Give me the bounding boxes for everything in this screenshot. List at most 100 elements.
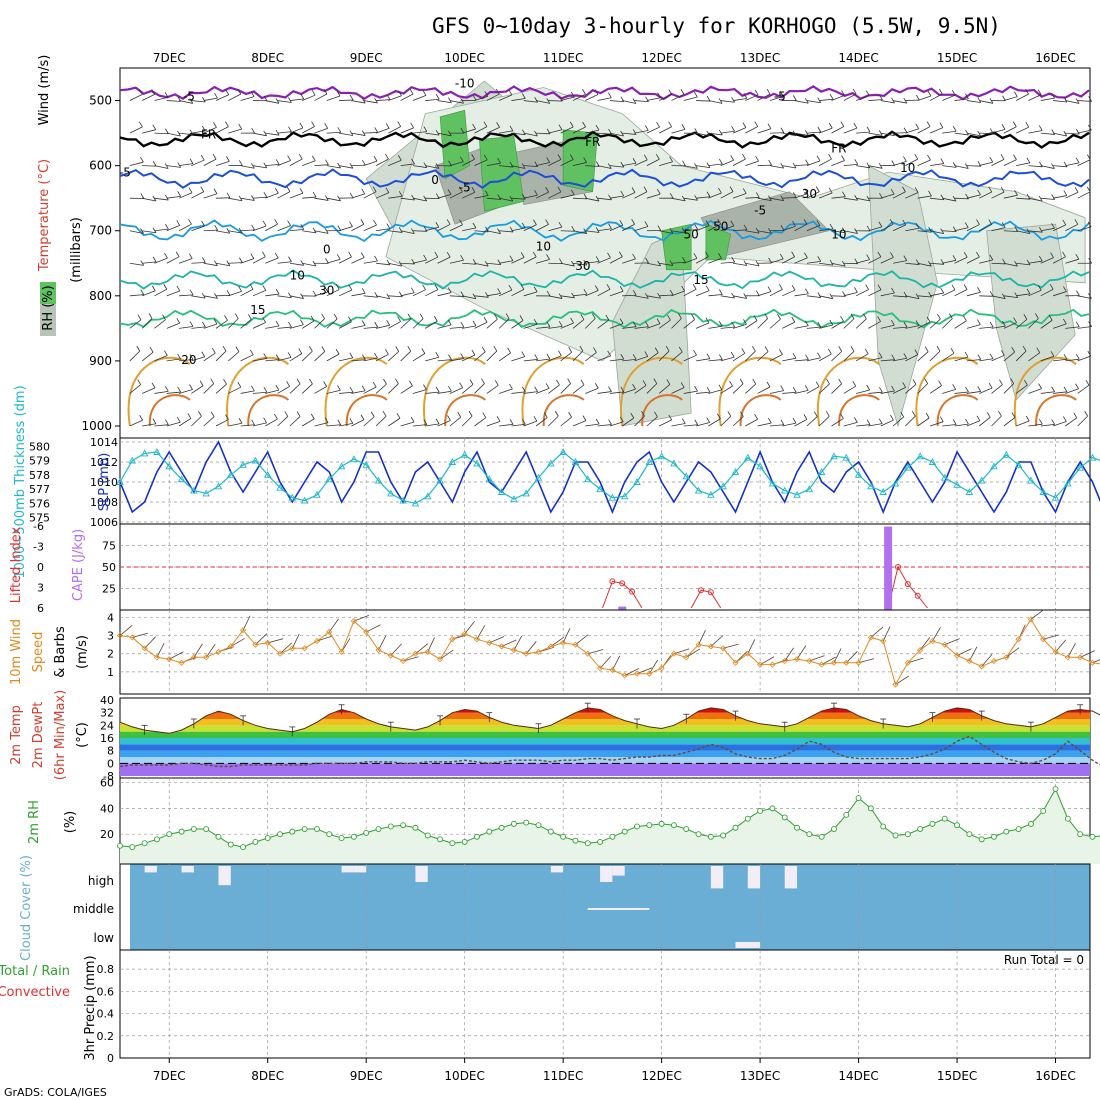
wind-barb bbox=[363, 326, 378, 329]
wind-barb bbox=[572, 197, 587, 200]
wind-barb bbox=[843, 93, 857, 101]
wind-barb bbox=[351, 132, 366, 136]
wind-speed-marker bbox=[363, 628, 370, 636]
lifted-index-line bbox=[690, 589, 722, 609]
wind-speed-marker bbox=[707, 643, 714, 650]
rh2m-marker bbox=[880, 823, 887, 830]
wind-barb bbox=[141, 94, 155, 101]
wind-barb bbox=[671, 290, 685, 297]
wind-barb bbox=[1053, 100, 1068, 103]
wind-barb bbox=[275, 384, 280, 391]
wind-barb bbox=[187, 413, 192, 419]
wind-barb bbox=[838, 378, 842, 385]
wind-barb bbox=[462, 262, 477, 265]
wind-barb bbox=[388, 321, 401, 329]
y-tick-label: -8 bbox=[103, 770, 114, 783]
wind-barb bbox=[523, 132, 538, 137]
wind-barb bbox=[277, 357, 292, 362]
wind-barb bbox=[782, 165, 797, 169]
wind-barb bbox=[1015, 319, 1028, 329]
wind-barb bbox=[595, 195, 600, 202]
wind-barb bbox=[534, 97, 538, 103]
wind-barb bbox=[681, 195, 686, 202]
wind-barb bbox=[815, 186, 820, 192]
wind-barb bbox=[252, 256, 266, 264]
wind-speed-marker bbox=[166, 656, 173, 663]
wind-barb bbox=[855, 95, 870, 101]
wind-speed-marker bbox=[793, 656, 801, 663]
wind-barb bbox=[277, 225, 291, 232]
wind-barb bbox=[585, 94, 599, 101]
wind-barb bbox=[154, 288, 168, 297]
wind-barb bbox=[717, 413, 721, 419]
wind-speed-marker bbox=[240, 627, 247, 634]
wind-barb bbox=[938, 380, 942, 386]
wind-barb bbox=[199, 380, 204, 386]
wind-barb bbox=[804, 252, 808, 258]
wind-barb bbox=[979, 326, 994, 329]
wind-barb bbox=[164, 252, 168, 259]
wind-barb bbox=[597, 319, 610, 329]
wind-barb bbox=[375, 324, 390, 329]
wind-barb bbox=[289, 416, 301, 427]
wind-barb bbox=[597, 288, 611, 297]
wind-barb bbox=[854, 228, 858, 234]
wind-barb bbox=[708, 132, 723, 136]
wind-barb bbox=[299, 122, 304, 129]
wind-barb bbox=[939, 416, 944, 422]
wind-barb bbox=[717, 218, 722, 225]
thickness-marker bbox=[263, 470, 272, 478]
wind-barb bbox=[794, 390, 809, 394]
wind-barb bbox=[301, 383, 313, 394]
wind-barb bbox=[324, 417, 329, 423]
wind-barb bbox=[880, 359, 895, 362]
wind-barb bbox=[856, 197, 870, 202]
wind-barb bbox=[533, 415, 538, 422]
wind-barb bbox=[308, 346, 313, 352]
wind-barb bbox=[361, 288, 366, 294]
wind-barb bbox=[609, 391, 624, 394]
wind-barb bbox=[520, 284, 525, 290]
wind-speed-marker bbox=[412, 650, 419, 657]
wind-barb bbox=[474, 321, 488, 329]
wind-barb bbox=[678, 313, 682, 319]
wind-barb bbox=[224, 315, 228, 321]
wind-barb bbox=[889, 219, 894, 225]
wind-barb bbox=[805, 288, 809, 294]
wind-barb bbox=[449, 326, 464, 329]
wind-barb bbox=[730, 351, 735, 358]
wind-barb bbox=[296, 378, 301, 385]
wind-barb bbox=[644, 125, 649, 131]
wind-speed-marker bbox=[880, 637, 887, 645]
wind-barb bbox=[683, 288, 697, 297]
wind-barb bbox=[363, 160, 378, 167]
wind-barb bbox=[139, 89, 143, 95]
wind-barb bbox=[210, 411, 215, 417]
wind-barb bbox=[375, 192, 390, 199]
contour-label: 10 bbox=[536, 239, 551, 253]
wind-barb-10m bbox=[599, 656, 612, 669]
wind-barb bbox=[201, 321, 206, 328]
wind-barb bbox=[696, 391, 711, 394]
wind-barb bbox=[435, 163, 440, 169]
wind-barb bbox=[818, 383, 830, 394]
wind-barb bbox=[988, 219, 993, 225]
wind-barb bbox=[189, 384, 193, 390]
wind-barb bbox=[597, 132, 612, 135]
wind-barb bbox=[560, 416, 572, 427]
y-axis-label: 1000~500mb Thickness (dm) bbox=[13, 385, 28, 578]
rh2m-marker bbox=[757, 808, 764, 814]
wind-barb bbox=[1053, 391, 1068, 394]
thickness-marker bbox=[140, 449, 149, 457]
wind-barb bbox=[671, 318, 682, 329]
wind-barb bbox=[240, 288, 254, 297]
wind-barb bbox=[954, 423, 969, 427]
wind-barb-10m bbox=[403, 656, 419, 662]
wind-barb bbox=[634, 191, 648, 199]
wind-barb bbox=[769, 197, 784, 202]
wind-barb bbox=[671, 351, 683, 362]
wind-barb bbox=[374, 352, 378, 359]
wind-barb bbox=[1052, 195, 1067, 199]
wind-barb bbox=[979, 100, 994, 104]
wind-barb bbox=[129, 384, 141, 394]
